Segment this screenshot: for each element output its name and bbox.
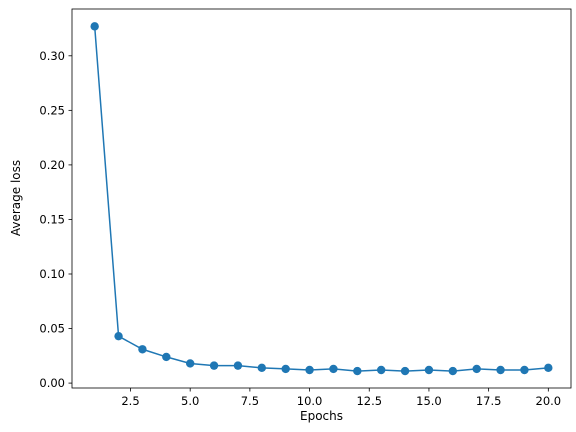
y-tick-label: 0.20 xyxy=(39,158,65,172)
plot-area xyxy=(90,22,553,376)
data-point xyxy=(305,365,314,375)
series-line xyxy=(93,26,549,372)
x-tick-label: 17.5 xyxy=(476,394,502,408)
data-point xyxy=(400,366,410,376)
data-point xyxy=(376,365,386,375)
x-tick-label: 7.5 xyxy=(241,394,259,408)
y-axis-label: Average loss xyxy=(9,160,23,236)
x-tick-label: 20.0 xyxy=(536,394,562,408)
y-tick-label: 0.10 xyxy=(39,267,65,281)
x-tick-label: 5.0 xyxy=(181,394,199,408)
data-point xyxy=(472,364,481,374)
data-point xyxy=(424,365,434,375)
data-point xyxy=(90,22,99,31)
data-point xyxy=(233,361,243,370)
y-tick-label: 0.15 xyxy=(39,212,65,226)
data-point xyxy=(114,331,123,341)
y-axis-ticks: 0.00 0.05 0.10 0.15 0.20 0.25 0.30 xyxy=(39,49,72,390)
data-point xyxy=(257,363,267,373)
data-point xyxy=(520,365,529,375)
y-tick-label: 0.00 xyxy=(39,376,65,390)
y-tick-label: 0.25 xyxy=(39,103,65,117)
x-tick-label: 10.0 xyxy=(297,394,323,408)
y-tick-label: 0.05 xyxy=(39,322,65,336)
data-point xyxy=(162,352,171,362)
x-tick-label: 2.5 xyxy=(121,394,139,408)
x-tick-label: 15.0 xyxy=(416,394,442,408)
plot-frame xyxy=(71,8,572,389)
data-point xyxy=(281,364,290,374)
data-point xyxy=(448,366,458,376)
x-axis-ticks: 2.5 5.0 7.5 10.0 12.5 15.0 17.5 20.0 xyxy=(121,388,561,408)
y-tick-label: 0.30 xyxy=(39,49,65,63)
data-point xyxy=(209,361,219,370)
x-tick-label: 12.5 xyxy=(356,394,382,408)
data-point xyxy=(544,363,553,373)
data-point xyxy=(353,366,362,376)
data-point xyxy=(329,364,338,374)
data-point xyxy=(496,365,505,375)
data-point xyxy=(185,359,195,368)
x-axis-label: Epochs xyxy=(300,409,343,423)
data-point xyxy=(138,345,147,354)
